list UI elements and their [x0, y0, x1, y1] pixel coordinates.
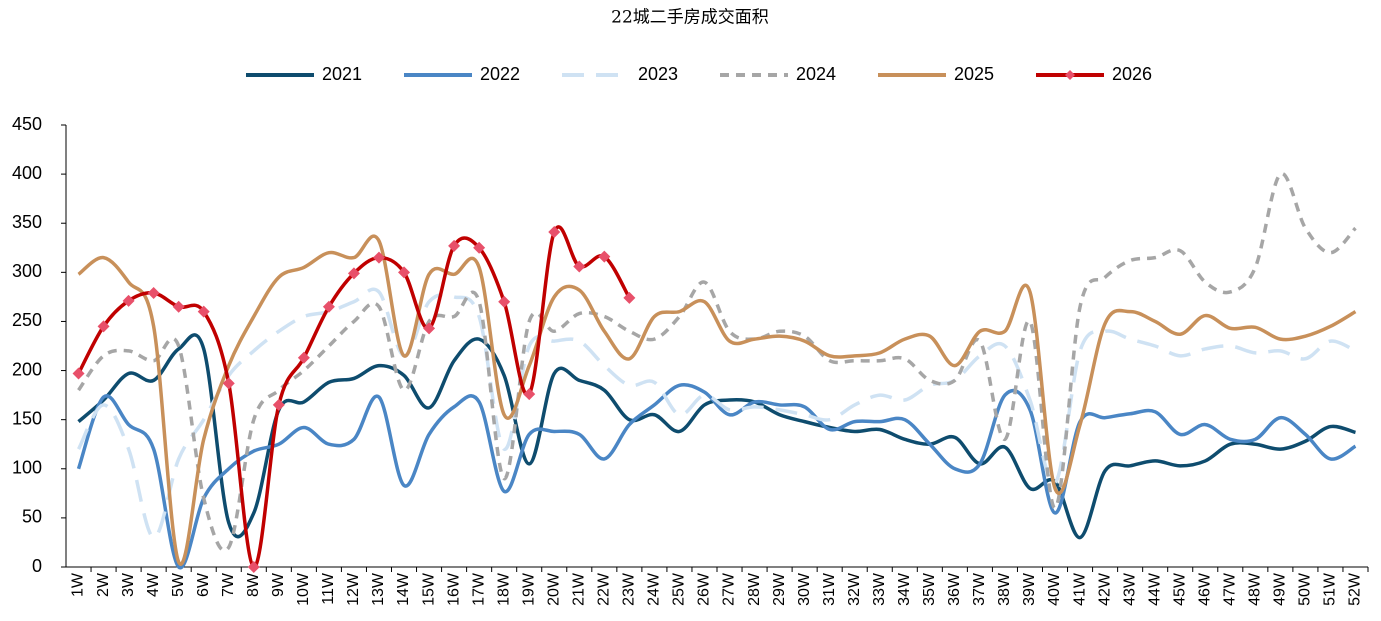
y-tick-label: 450	[12, 114, 42, 134]
series-line	[76, 383, 1357, 570]
data-point	[498, 295, 511, 308]
x-tick-label: 4W	[145, 572, 162, 597]
series-line	[76, 287, 1357, 540]
y-tick-label: 400	[12, 163, 42, 183]
x-tick-label: 39W	[1021, 572, 1038, 606]
x-tick-label: 49W	[1272, 572, 1289, 606]
x-tick-label: 18W	[495, 572, 512, 606]
data-point	[297, 351, 310, 364]
x-tick-label: 25W	[671, 572, 688, 606]
x-tick-label: 35W	[921, 572, 938, 606]
y-tick-label: 300	[12, 261, 42, 281]
x-tick-label: 1W	[70, 572, 87, 597]
x-tick-label: 26W	[696, 572, 713, 606]
x-tick-label: 30W	[796, 572, 813, 606]
y-tick-label: 150	[12, 408, 42, 428]
x-tick-label: 34W	[896, 572, 913, 606]
x-tick-label: 43W	[1121, 572, 1138, 606]
x-tick-label: 19W	[520, 572, 537, 606]
x-tick-label: 20W	[545, 572, 562, 606]
data-point	[72, 367, 85, 380]
x-tick-label: 16W	[445, 572, 462, 606]
x-tick-label: 32W	[846, 572, 863, 606]
series-line	[77, 234, 1357, 567]
x-tick-label: 33W	[871, 572, 888, 606]
y-tick-label: 50	[22, 507, 42, 527]
data-point	[347, 267, 360, 280]
y-tick-label: 200	[12, 359, 42, 379]
data-point	[322, 300, 335, 313]
x-tick-label: 28W	[746, 572, 763, 606]
x-tick-label: 50W	[1297, 572, 1314, 606]
x-tick-label: 17W	[470, 572, 487, 606]
x-tick-label: 51W	[1322, 572, 1339, 606]
x-tick-label: 47W	[1222, 572, 1239, 606]
data-point	[573, 260, 586, 273]
data-point	[548, 226, 561, 239]
data-point	[623, 291, 636, 304]
x-tick-label: 52W	[1347, 572, 1364, 606]
x-tick-label: 21W	[571, 572, 588, 606]
x-tick-label: 14W	[395, 572, 412, 606]
data-point	[523, 388, 536, 401]
legend-label: 2022	[480, 64, 520, 84]
x-tick-label: 11W	[320, 572, 337, 605]
data-point	[473, 241, 486, 254]
x-tick-label: 6W	[195, 572, 212, 597]
legend-label: 2024	[796, 64, 836, 84]
data-point	[372, 251, 385, 264]
x-tick-label: 8W	[245, 572, 262, 597]
x-tick-label: 48W	[1247, 572, 1264, 606]
legend-label: 2026	[1112, 64, 1152, 84]
legend-label: 2023	[638, 64, 678, 84]
x-tick-label: 24W	[646, 572, 663, 606]
y-tick-label: 100	[12, 458, 42, 478]
data-point	[122, 294, 135, 307]
data-point	[598, 250, 611, 263]
x-tick-label: 41W	[1071, 572, 1088, 606]
x-tick-label: 44W	[1146, 572, 1163, 606]
x-tick-label: 7W	[220, 572, 237, 597]
x-tick-label: 5W	[170, 572, 187, 597]
data-point	[448, 239, 461, 252]
x-tick-label: 29W	[771, 572, 788, 606]
x-tick-label: 10W	[295, 572, 312, 606]
data-point	[97, 320, 110, 333]
x-tick-label: 37W	[971, 572, 988, 606]
x-tick-label: 27W	[721, 572, 738, 606]
legend-marker	[1065, 70, 1075, 80]
legend-label: 2021	[322, 64, 362, 84]
y-tick-label: 350	[12, 212, 42, 232]
x-tick-label: 12W	[345, 572, 362, 606]
data-point	[147, 286, 160, 299]
y-tick-label: 0	[32, 556, 42, 576]
x-tick-label: 46W	[1196, 572, 1213, 606]
x-tick-label: 38W	[996, 572, 1013, 606]
x-tick-label: 42W	[1096, 572, 1113, 606]
data-point	[423, 322, 436, 335]
x-tick-label: 40W	[1046, 572, 1063, 606]
data-point	[272, 398, 285, 411]
x-tick-label: 3W	[120, 572, 137, 597]
data-point	[197, 305, 210, 318]
data-point	[247, 561, 260, 573]
y-tick-label: 250	[12, 310, 42, 330]
x-tick-label: 31W	[821, 572, 838, 606]
x-tick-label: 15W	[420, 572, 437, 606]
x-tick-label: 36W	[946, 572, 963, 606]
chart-title: 22城二手房成交面积	[611, 8, 769, 28]
legend-label: 2025	[954, 64, 994, 84]
x-tick-label: 45W	[1171, 572, 1188, 606]
x-tick-label: 23W	[621, 572, 638, 606]
series-line	[77, 172, 1357, 553]
x-tick-label: 2W	[95, 572, 112, 597]
x-tick-label: 13W	[370, 572, 387, 606]
data-point	[222, 377, 235, 390]
x-tick-label: 9W	[270, 572, 287, 597]
data-point	[172, 300, 185, 313]
data-point	[398, 266, 411, 279]
series-line	[77, 333, 1356, 540]
x-tick-label: 22W	[596, 572, 613, 606]
